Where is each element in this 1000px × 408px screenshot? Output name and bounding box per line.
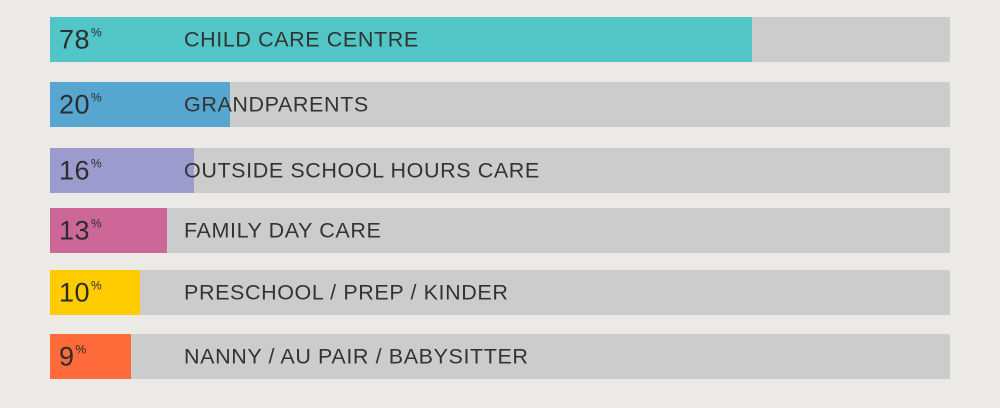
bar-category-label: OUTSIDE SCHOOL HOURS CARE <box>184 158 540 182</box>
bar-track: 78% CHILD CARE CENTRE <box>50 17 950 62</box>
bar-category-label: PRESCHOOL / PREP / KINDER <box>184 280 509 304</box>
bar-category-label: NANNY / AU PAIR / BABYSITTER <box>184 344 529 368</box>
bar-track: 16% OUTSIDE SCHOOL HOURS CARE <box>50 148 950 193</box>
bar-fill <box>50 82 230 127</box>
percent-symbol: % <box>91 25 102 39</box>
bar-category-label: CHILD CARE CENTRE <box>184 27 419 51</box>
bar-fill <box>50 270 140 315</box>
bar-track: 10% PRESCHOOL / PREP / KINDER <box>50 270 950 315</box>
bar-fill <box>50 208 167 253</box>
bar-value-number: 20 <box>59 89 91 119</box>
bar-fill <box>50 148 194 193</box>
bar-track: 9% NANNY / AU PAIR / BABYSITTER <box>50 334 950 379</box>
bar-value-label: 10% <box>59 279 102 306</box>
bar-value-number: 16 <box>59 155 91 185</box>
bar-value-label: 20% <box>59 91 102 118</box>
bar-value-label: 13% <box>59 217 102 244</box>
bar-value-number: 13 <box>59 215 91 245</box>
bar-value-number: 10 <box>59 277 91 307</box>
percent-symbol: % <box>91 90 102 104</box>
bar-value-number: 9 <box>59 341 75 371</box>
bar-fill <box>50 334 131 379</box>
bar-track: 20% GRANDPARENTS <box>50 82 950 127</box>
bar-category-label: FAMILY DAY CARE <box>184 218 382 242</box>
bar-value-label: 16% <box>59 157 102 184</box>
percent-symbol: % <box>91 156 102 170</box>
percent-symbol: % <box>91 216 102 230</box>
bar-category-label: GRANDPARENTS <box>184 92 369 116</box>
bar-track: 13% FAMILY DAY CARE <box>50 208 950 253</box>
percent-symbol: % <box>91 278 102 292</box>
bar-value-label: 9% <box>59 343 86 370</box>
bar-fill <box>50 17 752 62</box>
percent-symbol: % <box>75 342 87 356</box>
bar-value-number: 78 <box>59 24 91 54</box>
bar-value-label: 78% <box>59 26 102 53</box>
